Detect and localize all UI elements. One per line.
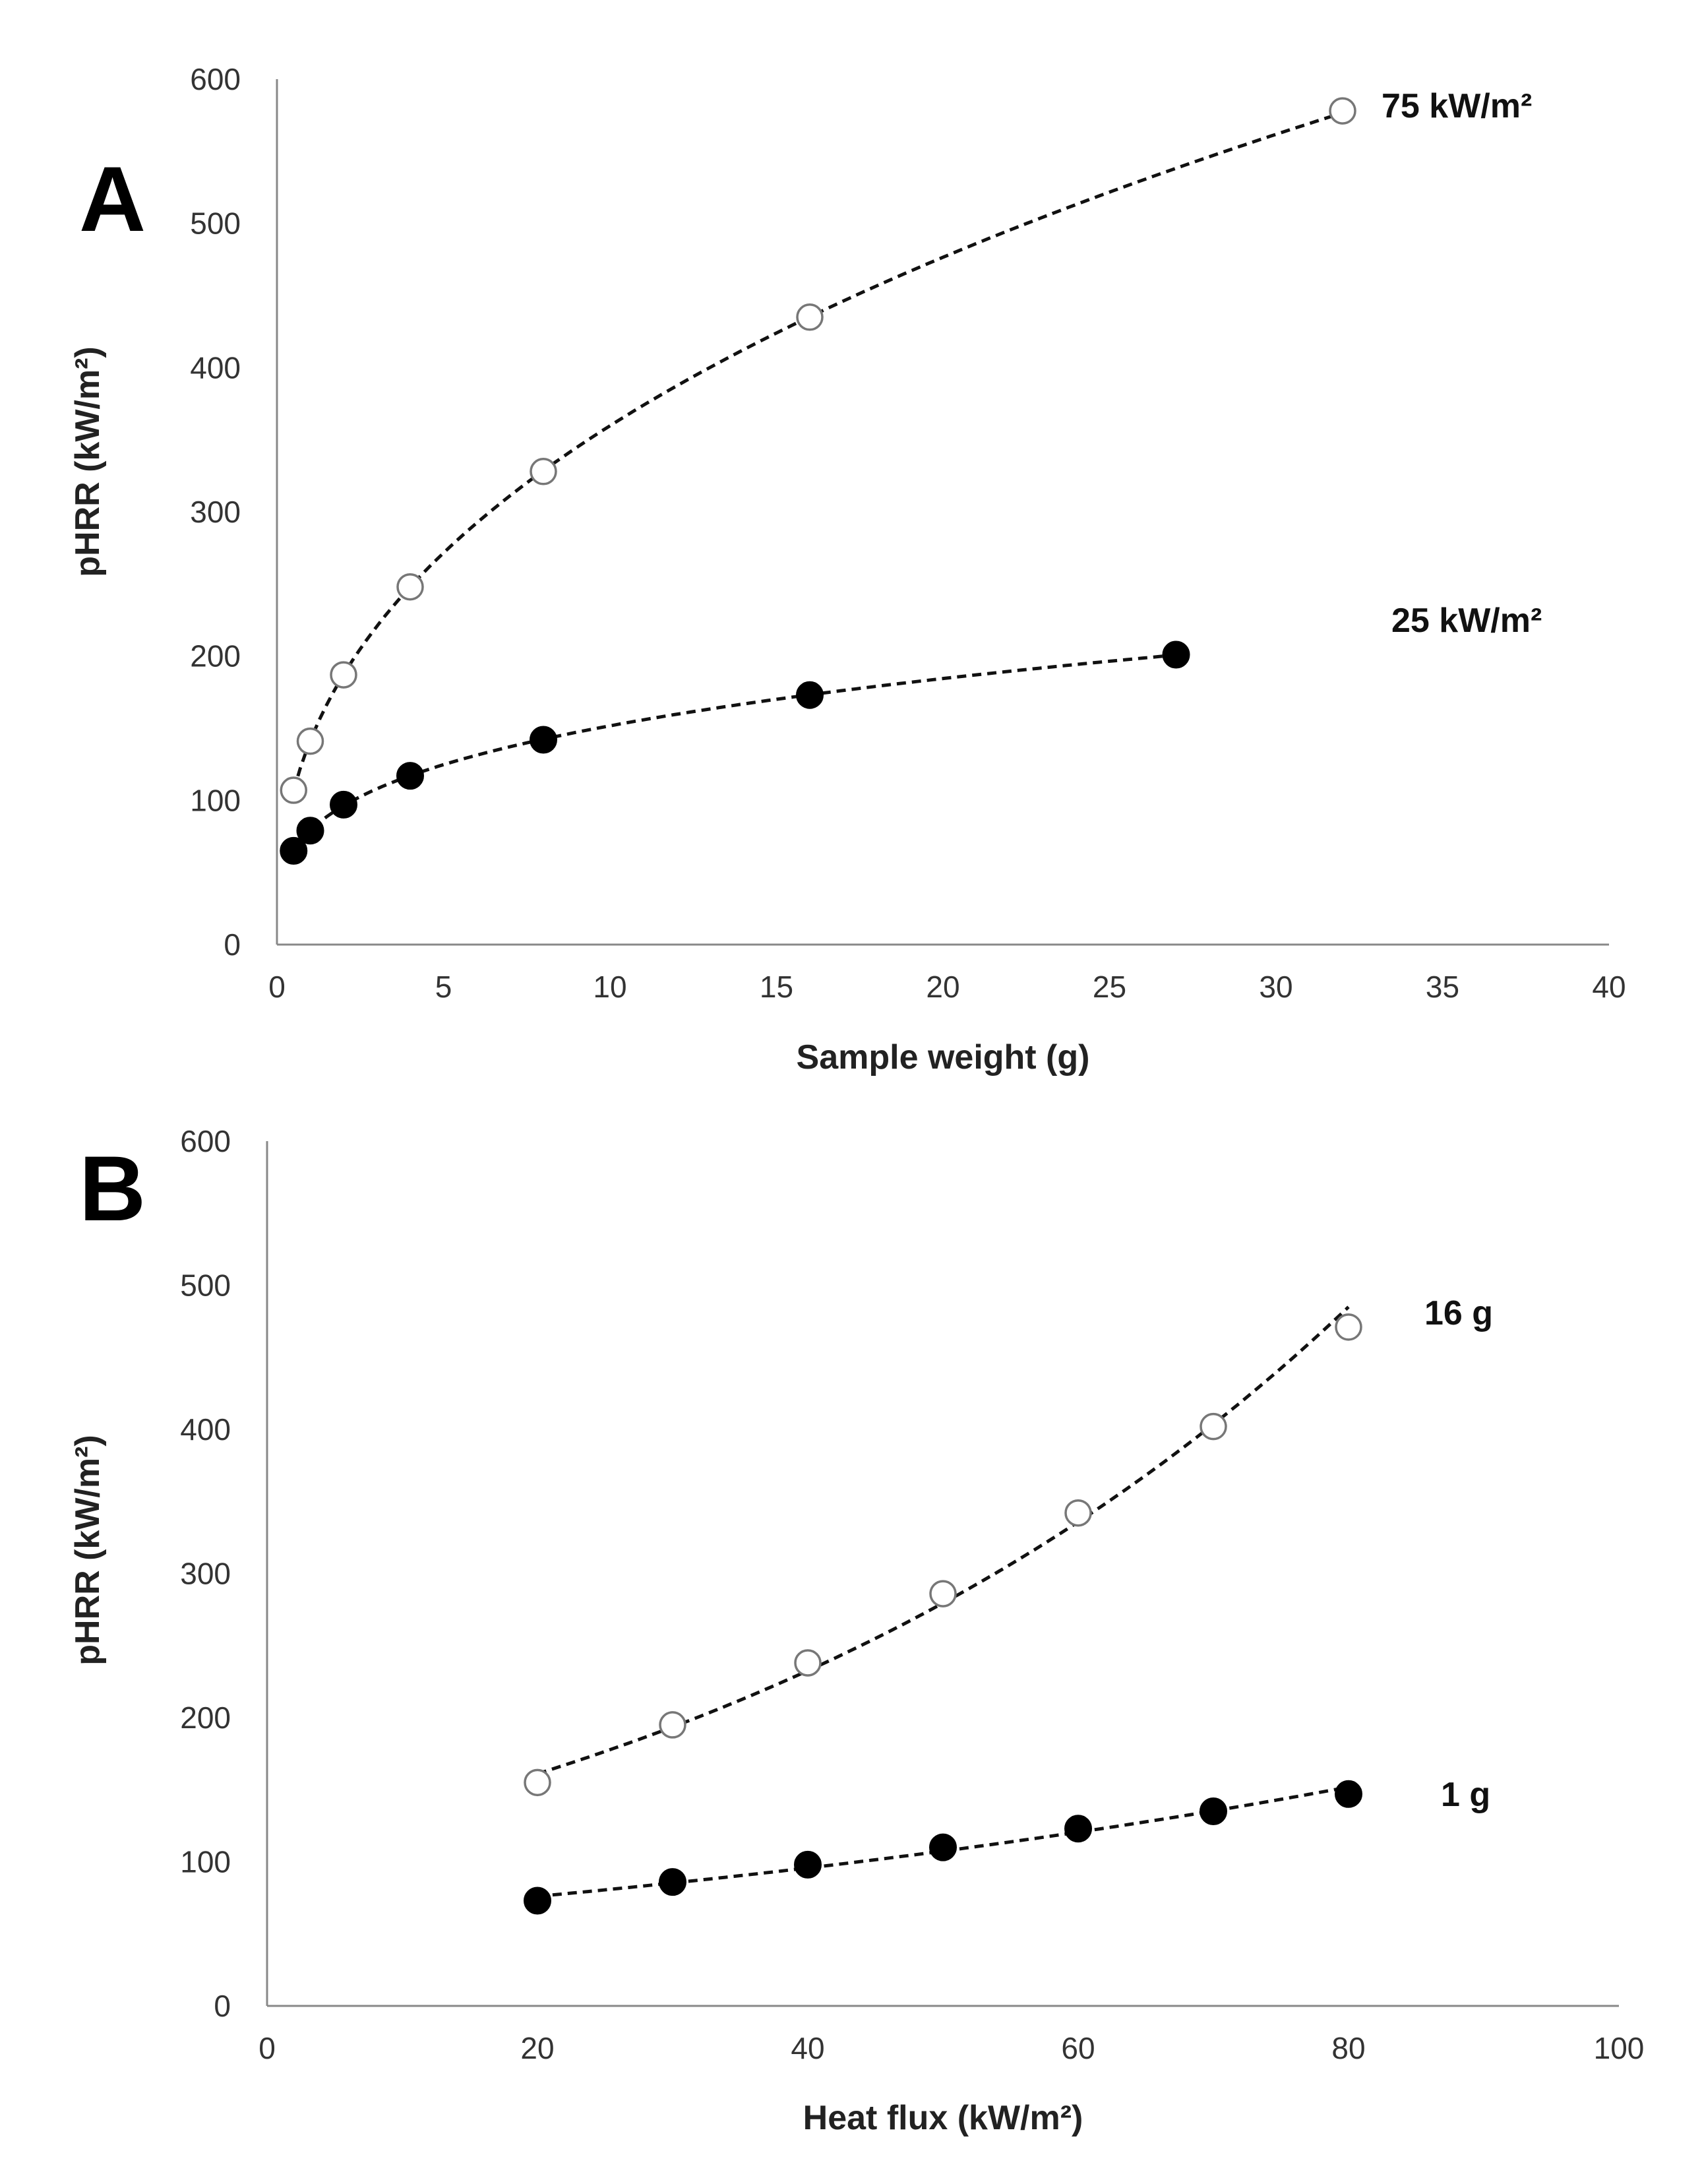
panel-a-y-tick-label: 100 xyxy=(190,783,241,817)
panel-a-point-filled xyxy=(296,817,324,845)
panel-b-point-filled xyxy=(524,1887,551,1915)
panel-a-point-open xyxy=(530,458,557,485)
panel-a-point-filled xyxy=(396,762,424,790)
panel-b-trendline-open xyxy=(537,1305,1350,1776)
panel-a-point-filled xyxy=(1162,640,1190,669)
panel-b-point-filled xyxy=(794,1850,822,1879)
panel-a-series-label-25: 25 kW/m² xyxy=(1391,602,1542,640)
panel-a-x-tick-label: 30 xyxy=(1259,970,1292,1004)
panel-b-point-open xyxy=(1200,1412,1227,1441)
panel-b-y-tick-label: 0 xyxy=(214,1989,231,2023)
panel-b-y-axis-title: pHRR (kW/m²) xyxy=(69,1435,107,1666)
panel-b-point-filled xyxy=(1064,1815,1092,1843)
panel-a-y-tick-label: 300 xyxy=(190,495,241,529)
panel-a-x-tick-label: 5 xyxy=(435,970,452,1004)
panel-b-x-axis-title: Heat flux (kW/m²) xyxy=(803,2099,1083,2137)
panel-b-point-filled xyxy=(929,1833,957,1861)
panel-b-y-tick-label: 400 xyxy=(180,1412,231,1447)
panel-b-point-open xyxy=(659,1711,686,1739)
panel-a-x-tick-label: 15 xyxy=(760,970,793,1004)
panel-a-x-tick-label: 20 xyxy=(926,970,959,1004)
panel-a-x-tick-label: 25 xyxy=(1093,970,1126,1004)
panel-b-point-open xyxy=(794,1649,822,1677)
panel-b-y-tick-label: 100 xyxy=(180,1845,231,1879)
panel-a-x-tick-label: 35 xyxy=(1426,970,1459,1004)
panel-b-series-label-1g: 1 g xyxy=(1441,1776,1490,1814)
panel-a-point-filled xyxy=(530,726,557,754)
panel-b-point-filled xyxy=(1200,1797,1227,1826)
panel-b-x-tick-label: 80 xyxy=(1331,2031,1365,2065)
panel-a-point-open xyxy=(280,776,307,804)
panel-a-point-filled xyxy=(796,681,824,709)
panel-b-y-tick-label: 200 xyxy=(180,1700,231,1735)
panel-b-point-open xyxy=(1335,1313,1362,1341)
panel-a-x-tick-label: 40 xyxy=(1592,970,1626,1004)
panel-a-point-open xyxy=(330,661,357,689)
panel-a-x-axis-title: Sample weight (g) xyxy=(797,1038,1090,1076)
panel-a-y-tick-label: 400 xyxy=(190,350,241,385)
panel-b-point-open xyxy=(524,1768,551,1797)
panel-a-x-tick-label: 0 xyxy=(268,970,286,1004)
panel-a-point-open xyxy=(1329,97,1356,125)
panel-a-y-tick-label: 500 xyxy=(190,206,241,241)
panel-a-y-tick-label: 0 xyxy=(224,927,241,962)
panel-b-point-filled xyxy=(659,1868,686,1896)
panel-b-x-tick-label: 0 xyxy=(258,2031,276,2065)
panel-b-series-label-16g: 16 g xyxy=(1424,1294,1493,1332)
panel-b-x-ticks: 0 20 40 60 80 100 xyxy=(258,2031,1644,2065)
panel-b-x-tick-label: 60 xyxy=(1061,2031,1095,2065)
panel-a-x-ticks: 0 5 10 15 20 25 30 35 40 xyxy=(268,970,1626,1004)
panel-b-y-tick-label: 300 xyxy=(180,1557,231,1591)
panel-a-point-filled xyxy=(280,836,308,865)
panel-a-trendlines xyxy=(291,111,1343,852)
panel-b-y-tick-label: 500 xyxy=(180,1268,231,1303)
panel-a-y-tick-label: 200 xyxy=(190,639,241,673)
panel-b-points xyxy=(524,1313,1362,1915)
panel-a-y-tick-label: 600 xyxy=(190,62,241,96)
panel-a-trendline-filled xyxy=(292,653,1176,852)
panel-b-letter: B xyxy=(79,1137,146,1240)
panel-b-x-tick-label: 20 xyxy=(520,2031,554,2065)
panel-a-series-label-75: 75 kW/m² xyxy=(1382,87,1532,125)
panel-b: B 0 100 200 300 400 500 600 0 20 40 60 80 100 Heat … xyxy=(69,1124,1644,2137)
panel-a-points xyxy=(280,97,1356,865)
panel-a-point-filled xyxy=(330,790,357,819)
panel-b-point-filled xyxy=(1335,1780,1362,1808)
panel-a-letter: A xyxy=(79,147,146,251)
panel-b-y-tick-label: 600 xyxy=(180,1124,231,1158)
panel-a-point-open xyxy=(796,303,824,331)
panel-b-point-open xyxy=(929,1580,957,1607)
panel-b-x-tick-label: 40 xyxy=(791,2031,824,2065)
panel-a: A 0 100 200 300 400 500 600 0 5 10 15 20 25 30 35 40 S… xyxy=(69,62,1626,1076)
panel-b-x-tick-label: 100 xyxy=(1594,2031,1645,2065)
panel-b-y-ticks: 0 100 200 300 400 500 600 xyxy=(180,1124,231,2023)
panel-b-point-open xyxy=(1064,1499,1092,1527)
panel-a-point-open xyxy=(296,727,324,755)
panel-a-y-axis-title: pHRR (kW/m²) xyxy=(69,346,107,577)
panel-a-x-tick-label: 10 xyxy=(593,970,626,1004)
panel-a-y-ticks: 0 100 200 300 400 500 600 xyxy=(190,62,241,962)
panel-a-point-open xyxy=(396,573,424,601)
